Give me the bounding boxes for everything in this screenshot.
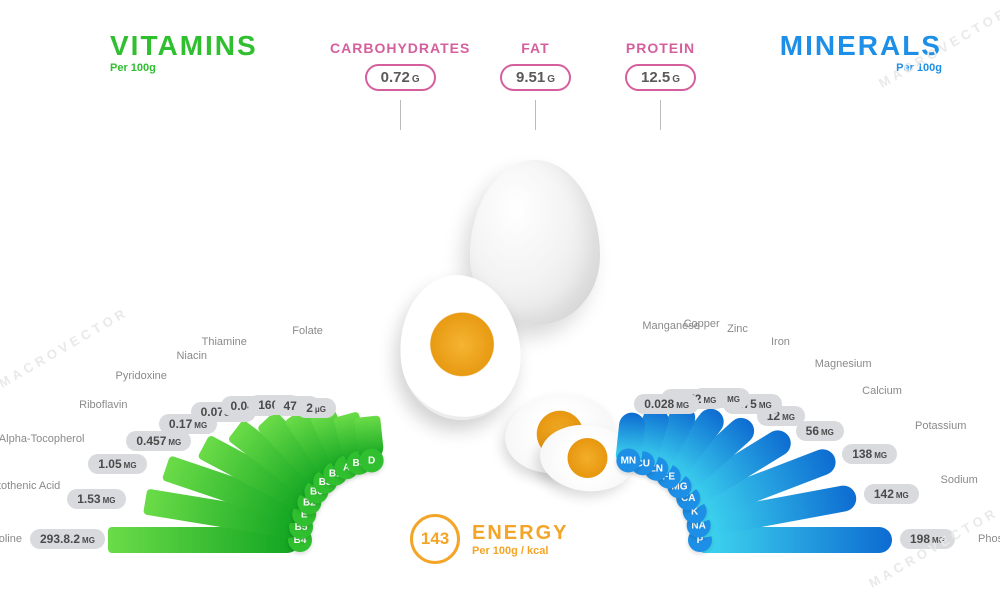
macro-carbohydrates: CARBOHYDRATES 0.72G <box>330 40 470 91</box>
vitamin-name: Pantothenic Acid <box>0 480 60 492</box>
egg-half <box>393 269 527 426</box>
mineral-value-pill: 56MG <box>796 421 844 441</box>
energy-title: ENERGY <box>472 522 568 545</box>
macro-pill: 12.5G <box>625 64 696 91</box>
macro-leader-line <box>660 100 661 130</box>
mineral-bar: MN <box>615 411 646 461</box>
vitamins-subtitle: Per 100g <box>110 62 258 74</box>
energy-subtitle: Per 100g / kcal <box>472 545 568 557</box>
vitamin-bar: D <box>354 415 384 461</box>
mineral-value-pill: 0.028MG <box>634 394 699 414</box>
energy-block: 143 ENERGY Per 100g / kcal <box>410 514 568 564</box>
macro-label: PROTEIN <box>625 40 696 56</box>
vitamins-header: VITAMINS Per 100g <box>110 30 258 74</box>
macro-pill: 9.51G <box>500 64 571 91</box>
vitamin-name: Choline <box>0 533 22 545</box>
macro-label: CARBOHYDRATES <box>330 40 470 56</box>
vitamin-value-pill: 293.8.2MG <box>30 529 105 549</box>
mineral-name: Sodium <box>941 474 978 486</box>
minerals-title: MINERALS <box>780 30 942 61</box>
vitamin-value-pill: 0.457MG <box>126 431 191 451</box>
mineral-value-pill: 138MG <box>842 444 897 464</box>
minerals-header: MINERALS Per 100g <box>780 30 942 74</box>
minerals-subtitle: Per 100g <box>780 62 942 74</box>
mineral-value-pill: 142MG <box>864 484 919 504</box>
vitamin-value-pill: 2μG <box>296 398 336 418</box>
mineral-name: Zinc <box>727 323 748 335</box>
mineral-name: Calcium <box>862 385 902 397</box>
mineral-name: Magnesium <box>815 358 872 370</box>
energy-value: 143 <box>410 514 460 564</box>
vitamin-name: Pyridoxine <box>77 370 167 382</box>
vitamin-name: Folate <box>233 325 323 337</box>
mineral-value-pill: 198MG <box>900 529 955 549</box>
macro-label: FAT <box>500 40 571 56</box>
mineral-code-dot: MN <box>616 448 640 472</box>
vitamin-name: Riboflavin <box>37 399 127 411</box>
vitamin-value-pill: 1.05MG <box>88 454 146 474</box>
mineral-name: Manganese <box>642 320 700 332</box>
vitamin-code-dot: D <box>360 448 384 472</box>
vitamin-name: Alpha-Tocopherol <box>0 433 84 445</box>
mineral-name: Iron <box>771 336 790 348</box>
mineral-name: Phosphorus <box>978 533 1000 545</box>
vitamins-title: VITAMINS <box>110 30 258 61</box>
macro-protein: PROTEIN 12.5G <box>625 40 696 91</box>
vitamin-value-pill: 1.53MG <box>67 489 125 509</box>
vitamin-name: Niacin <box>117 350 207 362</box>
vitamin-name: Thiamine <box>157 336 247 348</box>
mineral-name: Potassium <box>915 420 966 432</box>
macro-leader-line <box>535 100 536 130</box>
egg-illustration <box>410 160 620 470</box>
macro-pill: 0.72G <box>365 64 436 91</box>
macro-leader-line <box>400 100 401 130</box>
macro-fat: FAT 9.51G <box>500 40 571 91</box>
